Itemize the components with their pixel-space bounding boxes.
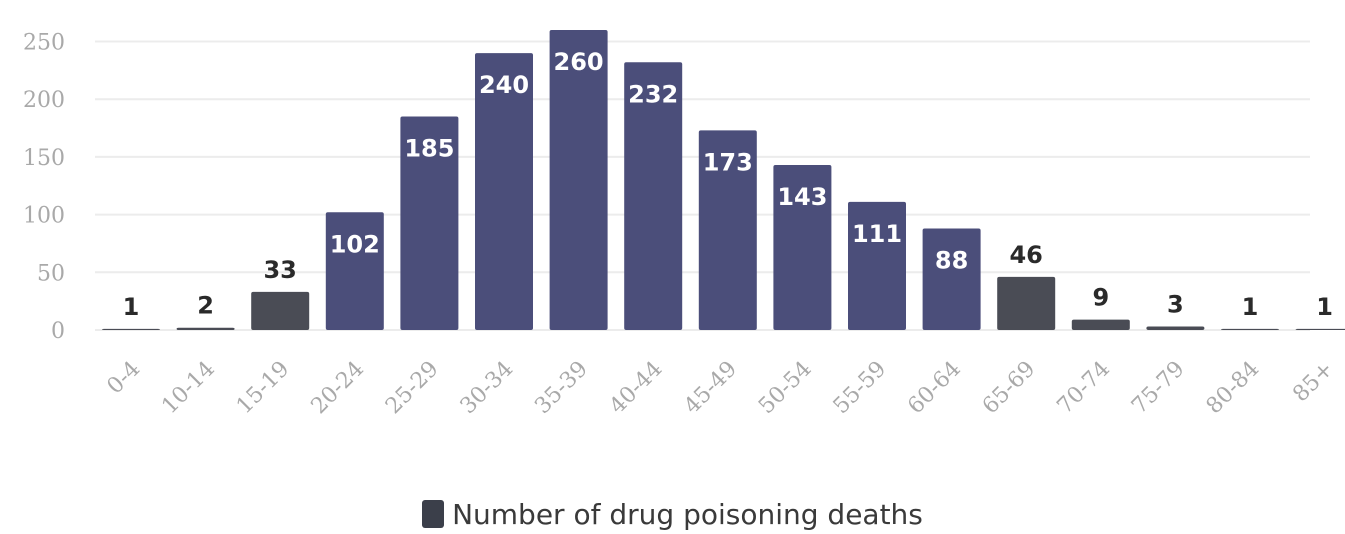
- bar-value-label: 3: [1167, 291, 1184, 319]
- legend[interactable]: Number of drug poisoning deaths: [0, 498, 1345, 531]
- bar-value-label: 102: [330, 230, 380, 258]
- y-tick-label: 0: [51, 319, 65, 344]
- y-tick-label: 50: [37, 261, 65, 286]
- bar[interactable]: [400, 116, 459, 331]
- x-tick-label: 85+: [1288, 357, 1339, 408]
- bar[interactable]: [848, 201, 906, 330]
- bar[interactable]: [1146, 326, 1205, 330]
- bar[interactable]: [922, 228, 981, 330]
- bar[interactable]: [1295, 328, 1345, 330]
- x-tick-label: 10-14: [157, 357, 220, 420]
- y-tick-label: 200: [23, 88, 65, 113]
- x-tick-label: 55-59: [829, 357, 892, 420]
- bar[interactable]: [997, 276, 1056, 330]
- x-tick-label: 40-44: [605, 357, 668, 420]
- legend-label: Number of drug poisoning deaths: [452, 498, 923, 531]
- bar-value-label: 240: [479, 71, 529, 99]
- bar[interactable]: [475, 53, 533, 330]
- bar-value-label: 232: [628, 80, 678, 108]
- bar[interactable]: [1221, 328, 1279, 330]
- x-tick-label: 80-84: [1202, 357, 1265, 420]
- bar-value-label: 173: [703, 148, 753, 176]
- y-tick-label: 150: [23, 146, 65, 171]
- x-axis-ticks: 0-4 10-14 15-19 20-24 25-29 30-34 35-39 40-44 45…: [103, 357, 1339, 420]
- bar[interactable]: [251, 291, 310, 330]
- bar-value-label: 33: [263, 256, 296, 284]
- bar-value-label: 260: [554, 48, 604, 76]
- x-tick-label: 20-24: [307, 357, 370, 420]
- bars: [102, 30, 1345, 331]
- y-tick-label: 100: [23, 204, 65, 229]
- bar[interactable]: [773, 165, 832, 330]
- x-tick-label: 45-49: [680, 357, 743, 420]
- bar[interactable]: [698, 130, 757, 330]
- bar-value-label: 1: [1242, 293, 1259, 321]
- x-tick-label: 35-39: [530, 357, 593, 420]
- bar-value-label: 185: [404, 135, 454, 163]
- x-tick-label: 15-19: [232, 357, 295, 420]
- x-tick-label: 50-54: [754, 357, 817, 420]
- bar-value-label: 88: [935, 246, 968, 274]
- bar-value-label: 143: [777, 183, 827, 211]
- bar[interactable]: [325, 212, 384, 330]
- bar[interactable]: [102, 328, 160, 330]
- bar-value-label: 1: [1316, 293, 1333, 321]
- bar-value-label: 1: [123, 293, 140, 321]
- bar-value-label: 9: [1092, 284, 1109, 312]
- y-tick-label: 250: [23, 31, 65, 56]
- bar[interactable]: [176, 327, 235, 330]
- x-tick-label: 0-4: [103, 357, 146, 400]
- bar[interactable]: [549, 30, 608, 330]
- bar-value-label: 111: [852, 220, 902, 248]
- x-tick-label: 60-64: [903, 357, 966, 420]
- bar-value-label: 46: [1009, 241, 1042, 269]
- y-axis-ticks: 0 50 100 150 200 250: [23, 31, 65, 344]
- x-tick-label: 70-74: [1053, 357, 1116, 420]
- bar-value-label: 2: [197, 292, 214, 320]
- bar[interactable]: [624, 62, 683, 331]
- x-tick-label: 75-79: [1127, 357, 1190, 420]
- x-tick-label: 25-29: [381, 357, 444, 420]
- x-tick-label: 65-69: [978, 357, 1041, 420]
- legend-swatch-icon: [422, 500, 445, 528]
- bar[interactable]: [1071, 319, 1130, 330]
- data-labels: 1 2 33 102 185 240 260 232 173 143 111 88 46 9 3 1 1: [123, 48, 1333, 321]
- x-tick-label: 30-34: [456, 357, 519, 420]
